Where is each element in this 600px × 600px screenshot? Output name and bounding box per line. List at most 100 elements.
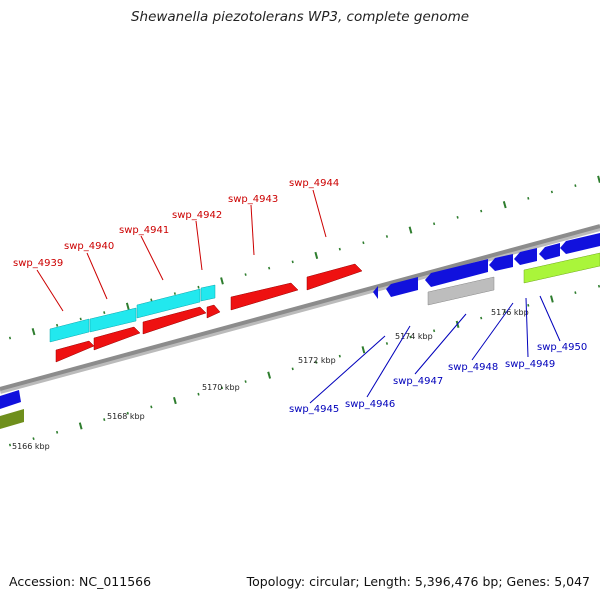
tick-mark [8,443,12,447]
tick-mark [150,298,153,302]
tick-mark [78,422,83,430]
gene-label-swp-4947: swp_4947 [393,376,443,387]
tick-mark [220,277,224,285]
scale-labels: 5166 kbp 5168 kbp 5170 kbp 5172 kbp 5174… [12,308,529,451]
tick-mark [267,371,272,379]
tick-mark [527,196,530,200]
leader-line [525,297,529,358]
topology-summary: Topology: circular; Length: 5,396,476 bp… [246,574,590,589]
tick-mark [527,303,530,307]
gene-blue-4 [489,254,513,271]
tick-mark [338,247,341,251]
bottom-gene-labels: swp_4945 swp_4946 swp_4947 swp_4948 swp_… [289,342,587,415]
leader-line [414,313,467,375]
leader-line [86,252,108,300]
tick-mark [433,329,436,333]
scale-label: 5172 kbp [298,356,336,365]
tick-mark [150,405,153,409]
gene-blue-left [0,390,21,409]
tick-mark [173,396,177,405]
tick-mark [574,184,577,188]
tick-mark [409,335,412,339]
tick-mark [173,292,176,295]
gene-label-swp-4946: swp_4946 [345,399,395,410]
tick-mark [385,235,389,238]
tick-mark [503,310,506,314]
tick-mark [291,367,294,371]
gene-blue-5 [514,248,537,265]
genome-map: 5166 kbp 5168 kbp 5170 kbp 5172 kbp 5174… [0,175,600,451]
gene-blue-3 [425,259,488,287]
tick-mark [456,215,459,219]
genome-title: Shewanella piezotolerans WP3, complete g… [130,9,470,25]
tick-mark [244,380,247,383]
gene-red-4 [206,304,221,319]
tick-mark [32,437,35,441]
bottom-leader-lines [309,295,561,404]
gene-cyan-1 [49,318,90,343]
tick-mark [480,316,483,320]
gene-label-swp-4949: swp_4949 [505,359,555,370]
gene-red-6 [306,263,363,291]
tick-mark [314,251,319,260]
top-leader-lines [36,189,327,312]
tick-mark [197,285,200,289]
scale-label: 5176 kbp [491,308,529,317]
tick-mark [597,284,600,288]
tick-mark [361,346,366,354]
tick-mark [125,302,130,310]
scale-label: 5168 kbp [107,412,145,421]
tick-mark [550,295,554,303]
gene-label-swp-4941: swp_4941 [119,225,169,236]
gene-cyan-2 [89,307,137,333]
tick-mark [8,336,12,340]
gene-blue-1 [373,286,378,299]
tick-mark [103,311,106,315]
tick-mark [362,241,365,245]
upper-tick-track [8,175,600,340]
gene-label-swp-4943: swp_4943 [228,194,278,205]
leader-line [366,325,411,398]
tick-mark [338,354,341,358]
tick-mark [574,291,577,295]
gene-cyan-4 [200,284,216,302]
tick-mark [220,386,224,390]
gene-blue-6 [539,243,560,260]
tick-mark [126,411,129,415]
gene-label-swp-4939: swp_4939 [13,258,63,269]
top-gene-labels: swp_4939 swp_4940 swp_4941 swp_4942 swp_… [13,178,339,269]
gene-blue-2 [386,277,418,297]
gene-cyan-3 [136,288,201,319]
gene-red-2 [93,326,141,351]
tick-mark [103,418,106,422]
tick-mark [291,260,294,264]
gene-red-5 [230,282,299,311]
gene-olive-left [0,409,24,429]
gene-red-1 [55,340,95,363]
gene-label-swp-4940: swp_4940 [64,241,114,252]
tick-mark [385,342,389,345]
tick-mark [56,430,59,434]
tick-mark [197,392,200,396]
accession-text: Accession: NC_011566 [9,574,152,589]
leader-line [309,335,386,404]
tick-mark [268,266,271,270]
scale-label: 5174 kbp [395,332,433,341]
tick-mark [56,323,59,327]
tick-mark [480,209,483,213]
gene-lime-1 [523,252,600,284]
tick-mark [79,317,82,321]
gene-blue-7 [560,233,600,254]
leader-line [250,204,255,256]
gene-label-swp-4950: swp_4950 [537,342,587,353]
leader-line [195,220,203,271]
leader-line [312,189,327,238]
leader-line [140,235,164,281]
tick-mark [502,201,507,209]
gene-features [0,233,600,429]
scale-label: 5170 kbp [202,383,240,392]
gene-grey-1 [427,276,495,306]
gene-red-3 [142,306,207,335]
tick-mark [550,190,553,194]
gene-label-swp-4945: swp_4945 [289,404,339,415]
